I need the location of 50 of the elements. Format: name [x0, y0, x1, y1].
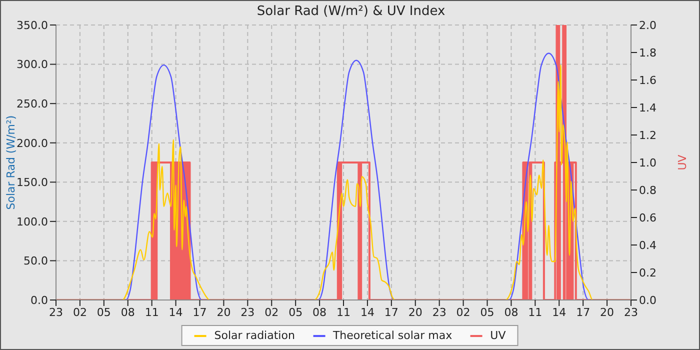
y2-tick-label: 0.2 [639, 266, 656, 280]
y-axis-title: Solar Rad (W/m²) [4, 115, 18, 210]
y2-tick-label: 1.2 [639, 128, 656, 142]
y2-tick-label: 0.8 [639, 184, 656, 197]
y-tick-label: 50.0 [24, 254, 48, 268]
y-tick-label: 250.0 [16, 97, 48, 110]
x-tick-label: 17 [384, 306, 398, 319]
legend-label: Solar radiation [214, 329, 295, 342]
y-tick-label: 150.0 [16, 176, 48, 190]
y2-tick-label: 2.0 [639, 18, 656, 32]
x-tick-label: 05 [288, 306, 303, 319]
y-tick-label: 350.0 [16, 18, 48, 32]
x-tick-label: 20 [216, 306, 231, 319]
x-tick-label: 11 [144, 306, 159, 319]
x-tick-label: 23 [432, 306, 446, 319]
x-tick-label: 20 [600, 306, 614, 319]
y-tick-label: 200.0 [16, 136, 48, 150]
y2-tick-label: 0.6 [639, 211, 656, 224]
y2-tick-label: 1.6 [639, 74, 656, 87]
x-tick-label: 23 [624, 306, 638, 319]
y-tick-label: 300.0 [16, 58, 48, 72]
x-tick-label: 02 [456, 306, 470, 319]
legend-label: Theoretical solar max [332, 329, 452, 342]
y2-tick-label: 1.8 [639, 46, 656, 60]
y-tick-label: 0.0 [30, 294, 48, 307]
x-tick-label: 14 [360, 306, 374, 319]
x-tick-label: 11 [336, 306, 350, 319]
y2-tick-label: 1.4 [639, 101, 656, 114]
legend-label: UV [490, 329, 506, 342]
x-tick-label: 14 [168, 306, 183, 319]
y2-tick-label: 1.0 [639, 156, 656, 170]
x-tick-label: 11 [528, 306, 542, 319]
x-tick-label: 20 [408, 306, 422, 319]
y2-tick-label: 0.0 [639, 294, 656, 307]
x-tick-label: 02 [264, 306, 279, 319]
x-tick-label: 08 [120, 306, 135, 319]
x-tick-label: 17 [192, 306, 207, 319]
y2-axis-title: UV [676, 154, 689, 170]
x-tick-label: 05 [480, 306, 494, 319]
x-tick-label: 23 [49, 306, 63, 319]
y2-tick-label: 0.4 [639, 238, 656, 252]
x-tick-label: 14 [552, 306, 566, 319]
x-tick-label: 08 [504, 306, 518, 319]
x-tick-label: 05 [96, 306, 111, 319]
chart-title: Solar Rad (W/m²) & UV Index [256, 4, 446, 19]
x-tick-label: 17 [576, 306, 590, 319]
x-tick-label: 08 [312, 306, 327, 319]
x-tick-label: 23 [240, 306, 255, 319]
y-tick-label: 100.0 [16, 215, 48, 228]
x-tick-label: 02 [72, 306, 87, 319]
